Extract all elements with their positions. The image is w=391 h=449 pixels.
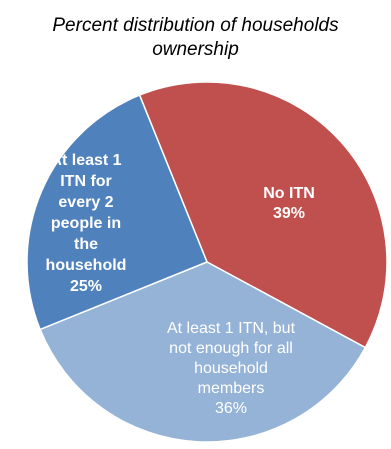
slice-label-3-line-4: people in [51,215,121,232]
slice-label-3: At least 1 ITN for every 2 people in the hous… [46,152,127,295]
slice-label-2-line-3: household [194,360,268,377]
chart-title: Percent distribution of households owner… [0,14,391,62]
slice-label-2-line-2: not enough for all [169,340,293,357]
slice-label-2-line-5: 36% [215,400,247,417]
pie-slice-3 [26,94,208,331]
slice-label-3-line-3: every 2 [58,194,113,211]
pie-slice-1 [138,81,388,349]
slice-label-1: No ITN 39% [263,185,315,222]
pie-slices [26,81,388,443]
slice-label-3-line-2: ITN for [60,173,112,190]
slice-label-2-line-4: members [198,380,265,397]
slice-label-1-line-2: 39% [273,205,305,222]
chart-title-line-1: Percent distribution of households [52,15,339,36]
slice-label-3-line-6: household [46,257,127,274]
pie-slice-2 [39,261,367,443]
slice-label-2-line-1: At least 1 ITN, but [167,320,296,337]
slice-label-2: At least 1 ITN, but not enough for all hou… [167,320,296,417]
slice-label-3-line-1: At least 1 [50,152,121,169]
chart-title-line-2: ownership [152,39,239,60]
pie-labels: No ITN 39% At least 1 ITN, but not enough f… [46,152,315,417]
slice-label-3-line-5: the [74,236,98,253]
slice-label-1-line-1: No ITN [263,185,315,202]
slice-label-3-line-7: 25% [70,278,102,295]
